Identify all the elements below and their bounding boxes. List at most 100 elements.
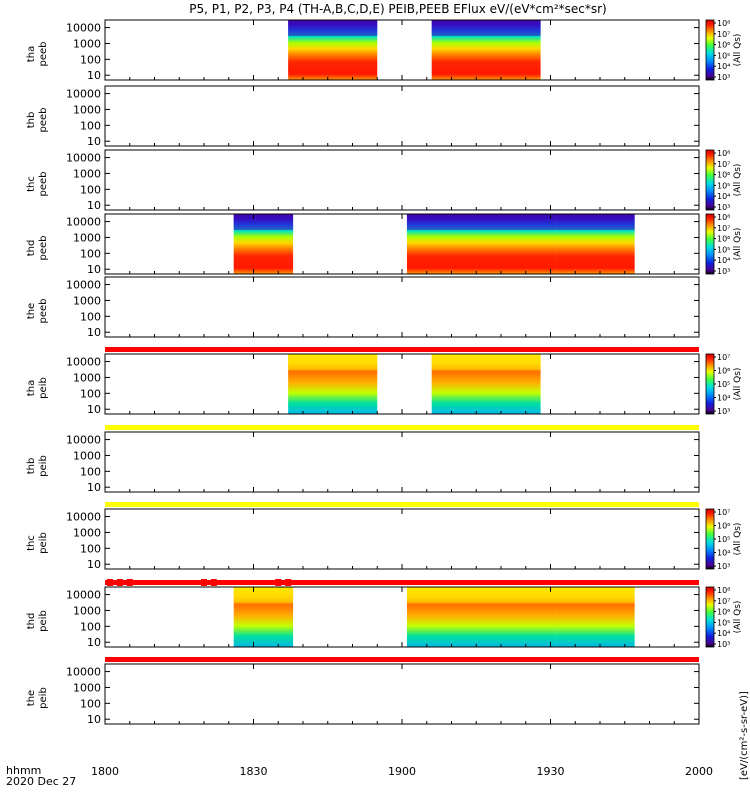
- panel-probe-label: thb: [26, 112, 37, 129]
- colorbar-tick-label: 10⁵: [717, 51, 730, 60]
- panel-frame: [104, 149, 700, 211]
- colorbar-tick-label: 10⁶: [717, 171, 730, 180]
- y-tick-label: 100: [80, 310, 101, 323]
- panel-frame: [104, 353, 700, 415]
- colorbar-tick-label: 10⁸: [717, 19, 730, 28]
- colorbar-tick-label: 10⁸: [717, 213, 730, 222]
- colorbar-unit-label: [eV/(cm²-s-sr-eV)]: [739, 691, 750, 780]
- y-tick-label: 10000: [66, 279, 101, 292]
- colorbar-4: 10⁷ 10⁶ 10⁵ 10⁴ 10³(All Qs): [705, 353, 743, 416]
- colorbar-tick-label: 10⁵: [717, 245, 730, 254]
- panel-frame: [104, 663, 700, 725]
- y-tick-label: 1000: [73, 526, 101, 539]
- x-tick-label: 2000: [685, 765, 713, 778]
- y-tick-label: 1000: [73, 37, 101, 50]
- spectrogram-band: [555, 587, 635, 603]
- spectrogram-band: [233, 587, 294, 603]
- colorbar-gradient: [705, 149, 715, 211]
- quality-flag-bar: [105, 657, 699, 662]
- panel-frame: [104, 508, 700, 570]
- y-tick-label: 100: [80, 387, 101, 400]
- y-tick-label: 1000: [73, 294, 101, 307]
- y-tick-label: 10: [87, 481, 101, 494]
- colorbar-label: (All Qs): [733, 228, 743, 261]
- colorbar-tick-label: 10⁴: [717, 62, 730, 71]
- panel-probe-label: tha: [26, 380, 37, 396]
- x-axis-label: hhmm: [6, 764, 41, 777]
- colorbar-tick-label: 10⁷: [717, 160, 730, 169]
- colorbar-label: (All Qs): [733, 368, 743, 401]
- colorbar-gradient: [705, 213, 715, 275]
- y-tick-label: 10: [87, 326, 101, 339]
- y-tick-label: 1000: [73, 681, 101, 694]
- y-tick-label: 100: [80, 53, 101, 66]
- panel-tha-peib: 10000 1000 100 10 tha peib: [26, 347, 700, 416]
- quality-flag-mark: [116, 579, 123, 586]
- colorbar-tick-label: 10³: [717, 407, 730, 416]
- panel-probe-label: thc: [26, 535, 37, 551]
- panel-product-label: peib: [38, 610, 49, 632]
- y-tick-label: 100: [80, 465, 101, 478]
- quality-flag-mark: [126, 579, 133, 586]
- quality-flag-bar: [105, 425, 699, 430]
- colorbar-tick-label: 10⁶: [717, 608, 730, 617]
- panel-thc-peeb: 10000 1000 100 10 thc peeb: [26, 149, 700, 212]
- y-tick-label: 100: [80, 247, 101, 260]
- y-tick-label: 10: [87, 636, 101, 649]
- quality-flag-mark: [201, 579, 207, 586]
- y-tick-label: 100: [80, 183, 101, 196]
- panel-the-peeb: 10000 1000 100 10 the peeb: [26, 276, 700, 339]
- panel-tha-peeb: 10000 1000 100 10 tha peeb: [26, 19, 700, 82]
- y-tick-label: 100: [80, 119, 101, 132]
- y-tick-label: 10000: [66, 88, 101, 101]
- panel-product-label: peib: [38, 532, 49, 554]
- y-tick-label: 100: [80, 697, 101, 710]
- colorbar-tick-label: 10⁷: [717, 508, 730, 517]
- panel-frame: [104, 19, 700, 81]
- colorbar-tick-label: 10⁷: [717, 224, 730, 233]
- colorbar-tick-label: 10⁵: [717, 535, 730, 544]
- spectrogram-band: [288, 20, 378, 36]
- figure-title: P5, P1, P2, P3, P4 (TH-A,B,C,D,E) PEIB,P…: [189, 2, 606, 16]
- panel-product-label: peeb: [38, 42, 49, 67]
- colorbar-tick-label: 10⁶: [717, 367, 730, 376]
- panel-frame: [104, 431, 700, 493]
- colorbar-label: (All Qs): [733, 601, 743, 634]
- quality-flag-mark: [275, 579, 282, 586]
- colorbar-label: (All Qs): [733, 523, 743, 556]
- colorbar-tick-label: 10⁷: [717, 30, 730, 39]
- quality-flag-mark: [285, 579, 292, 586]
- spectrogram-band: [431, 20, 541, 36]
- x-tick-label: 1800: [91, 765, 119, 778]
- y-tick-label: 10: [87, 713, 101, 726]
- colorbar-tick-label: 10³: [717, 267, 730, 276]
- quality-flag-bar: [105, 580, 699, 585]
- panel-probe-label: tha: [26, 46, 37, 62]
- panel-product-label: peeb: [38, 236, 49, 261]
- panel-probe-label: thc: [26, 176, 37, 192]
- y-tick-label: 1000: [73, 371, 101, 384]
- panel-probe-label: the: [26, 303, 37, 319]
- y-tick-label: 10: [87, 199, 101, 212]
- colorbar-gradient: [705, 353, 715, 415]
- quality-flag-mark: [106, 579, 113, 586]
- y-tick-label: 1000: [73, 103, 101, 116]
- colorbar-tick-label: 10⁸: [717, 586, 730, 595]
- colorbar-gradient: [705, 19, 715, 81]
- colorbar-label: (All Qs): [733, 34, 743, 67]
- panel-thd-peib: 10000 1000 100 10 thd peib: [26, 579, 700, 649]
- colorbar-tick-label: 10³: [717, 562, 730, 571]
- y-tick-label: 10: [87, 69, 101, 82]
- colorbar-tick-label: 10³: [717, 73, 730, 82]
- colorbar-tick-label: 10⁸: [717, 149, 730, 158]
- panel-probe-label: thd: [26, 240, 37, 257]
- panel-probe-label: thd: [26, 613, 37, 630]
- date-label: 2020 Dec 27: [6, 775, 76, 788]
- spectrogram-band: [288, 354, 378, 370]
- quality-flag-bar: [105, 347, 699, 352]
- colorbar-tick-label: 10⁵: [717, 181, 730, 190]
- panel-frame: [104, 85, 700, 147]
